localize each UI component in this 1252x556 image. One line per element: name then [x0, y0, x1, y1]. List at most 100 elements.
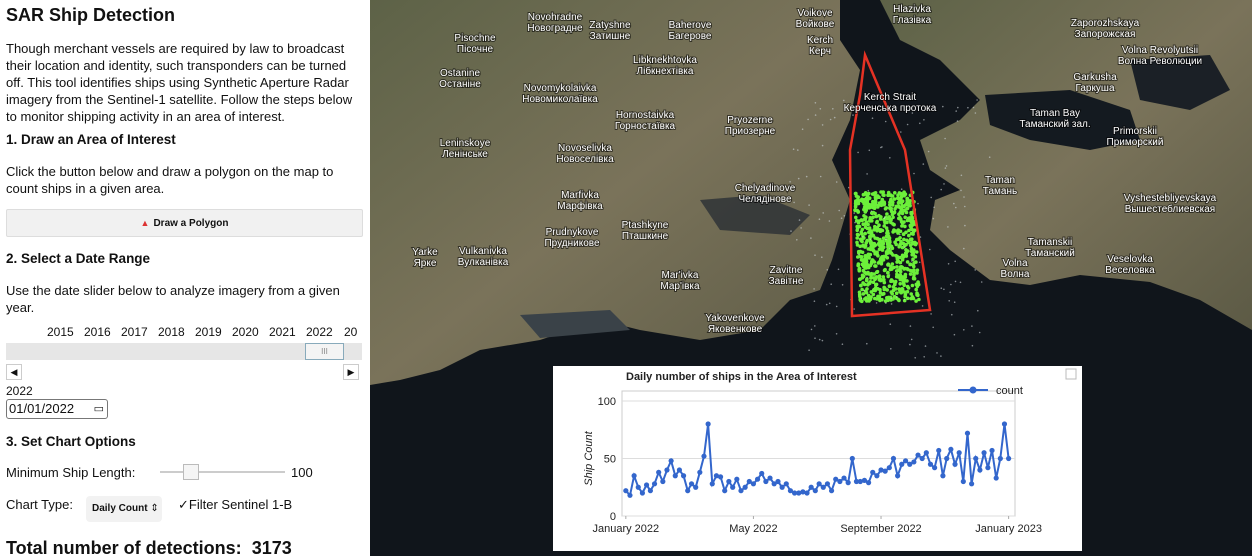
- map-label: Vulkanivka: [459, 246, 507, 257]
- data-point: [697, 469, 703, 475]
- detection-dot: [882, 286, 887, 290]
- speckle: [838, 209, 840, 212]
- detection-dot: [891, 215, 895, 220]
- area-of-interest: [848, 50, 932, 318]
- map-label: Voikove: [797, 8, 832, 19]
- detection-dot: [881, 275, 886, 279]
- data-point: [680, 473, 687, 479]
- data-point: [816, 481, 822, 487]
- data-point: [771, 481, 777, 487]
- speckle: [866, 173, 868, 175]
- detection-dot: [908, 243, 913, 248]
- map-label-local: Новоселівка: [556, 154, 614, 165]
- detection-dot: [861, 292, 866, 296]
- detection-dot: [902, 190, 906, 194]
- legend-marker: [969, 386, 977, 394]
- speckle: [947, 226, 949, 228]
- data-point: [886, 465, 892, 471]
- detection-dot: [892, 197, 897, 201]
- speckle: [835, 333, 838, 335]
- date-slider[interactable]: [6, 343, 362, 360]
- detection-dot: [914, 299, 918, 303]
- speckle: [810, 328, 813, 331]
- detection-dot: [865, 206, 870, 210]
- map-label: Garkusha: [1073, 72, 1117, 83]
- filter-checkbox[interactable]: ✓Filter Sentinel 1-B: [178, 497, 293, 512]
- detection-dot: [853, 208, 857, 213]
- speckle: [813, 300, 816, 303]
- detection-dot: [909, 246, 914, 251]
- x-tick-label: May 2022: [729, 523, 777, 535]
- speckle: [895, 296, 898, 298]
- detection-dot: [867, 299, 871, 303]
- chart-type-select[interactable]: Daily Count ⇕: [86, 496, 162, 522]
- speckle: [814, 254, 816, 256]
- data-point: [923, 450, 929, 456]
- detection-dot: [909, 225, 913, 229]
- detection-dot: [863, 244, 868, 248]
- map-label: Prudnykove: [546, 227, 599, 238]
- detection-dot: [890, 203, 895, 207]
- data-point: [676, 467, 683, 473]
- speckle: [917, 202, 919, 205]
- length-slider[interactable]: [160, 471, 285, 473]
- detection-dot: [873, 199, 878, 204]
- detection-dot: [908, 203, 912, 208]
- slider-handle[interactable]: III: [305, 343, 344, 360]
- detection-dot: [854, 191, 858, 196]
- detection-dot: [888, 218, 892, 223]
- speckle: [869, 238, 871, 241]
- draw-polygon-button[interactable]: ▲ Draw a Polygon: [6, 209, 363, 237]
- speckle: [868, 149, 871, 152]
- speckle: [875, 302, 878, 304]
- data-point: [845, 480, 851, 486]
- speckle: [814, 337, 816, 340]
- date-input[interactable]: 01/01/2022 ▭: [6, 399, 108, 419]
- detection-dot: [872, 228, 876, 232]
- detection-dot: [885, 255, 890, 260]
- scroll-right[interactable]: ▶: [343, 364, 359, 380]
- detection-dot: [873, 211, 877, 216]
- length-handle[interactable]: [183, 464, 199, 480]
- map-label-local: Тамань: [983, 186, 1017, 197]
- speckle: [835, 181, 838, 183]
- detection-dot: [855, 243, 860, 247]
- detection-dot: [890, 267, 894, 271]
- detection-dot: [889, 244, 894, 249]
- step-text: Use the date slider below to analyze ima…: [6, 283, 340, 315]
- data-point: [837, 478, 843, 485]
- detection-dot: [869, 276, 873, 280]
- detection-dot: [881, 193, 885, 197]
- data-point: [746, 478, 752, 485]
- scroll-left[interactable]: ◀: [6, 364, 22, 380]
- speckle: [889, 247, 891, 250]
- detection-dot: [865, 287, 869, 291]
- detection-dot: [866, 293, 871, 298]
- speckle: [924, 345, 927, 347]
- detection-dot: [893, 191, 897, 195]
- detection-dot: [859, 218, 864, 222]
- detection-dot: [889, 197, 893, 202]
- speckle: [819, 108, 822, 110]
- detection-dot: [896, 259, 900, 263]
- detection-dot: [899, 192, 904, 196]
- speckle: [955, 110, 957, 112]
- speckle: [930, 313, 932, 315]
- map-label-local: Багерове: [669, 31, 712, 42]
- detection-dot: [880, 292, 885, 297]
- detection-dot: [857, 292, 862, 297]
- speckle: [852, 114, 854, 116]
- detection-dot: [860, 287, 864, 292]
- speckle: [857, 151, 859, 154]
- speckle: [972, 106, 975, 109]
- detection-dot: [871, 248, 875, 252]
- speckle: [837, 268, 840, 271]
- data-point: [643, 482, 650, 488]
- speckle: [854, 221, 856, 224]
- detection-dot: [904, 248, 908, 252]
- detection-dot: [887, 284, 892, 289]
- detection-dot: [902, 290, 907, 294]
- speckle: [790, 230, 792, 232]
